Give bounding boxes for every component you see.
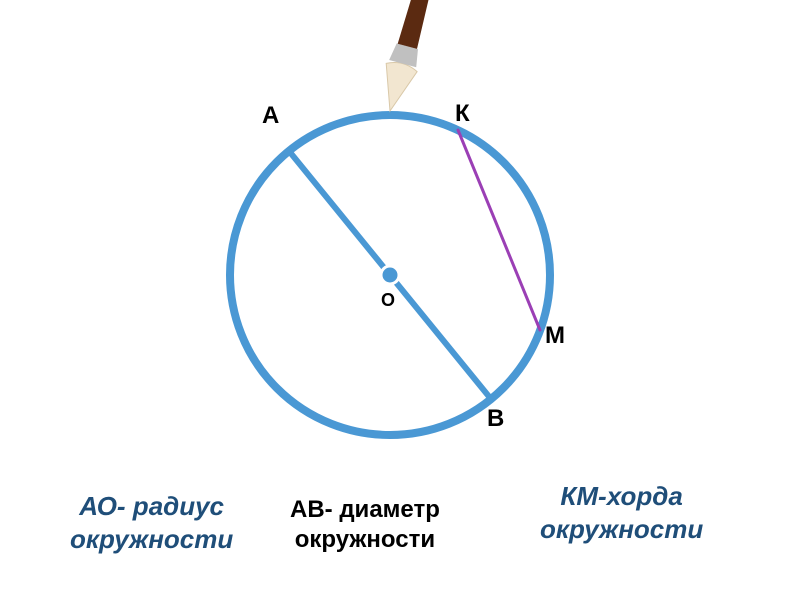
label-k: К <box>455 100 470 128</box>
label-b: В <box>487 405 504 433</box>
label-a: А <box>262 102 279 130</box>
label-m: М <box>545 322 565 350</box>
center-dot-o <box>381 266 399 284</box>
caption-radius: АО- радиус окружности <box>70 490 233 555</box>
label-o: О <box>381 290 395 311</box>
caption-chord: КМ-хорда окружности <box>540 480 703 545</box>
paintbrush-icon <box>386 0 453 111</box>
caption-diameter: АВ- диаметр окружности <box>290 495 440 555</box>
